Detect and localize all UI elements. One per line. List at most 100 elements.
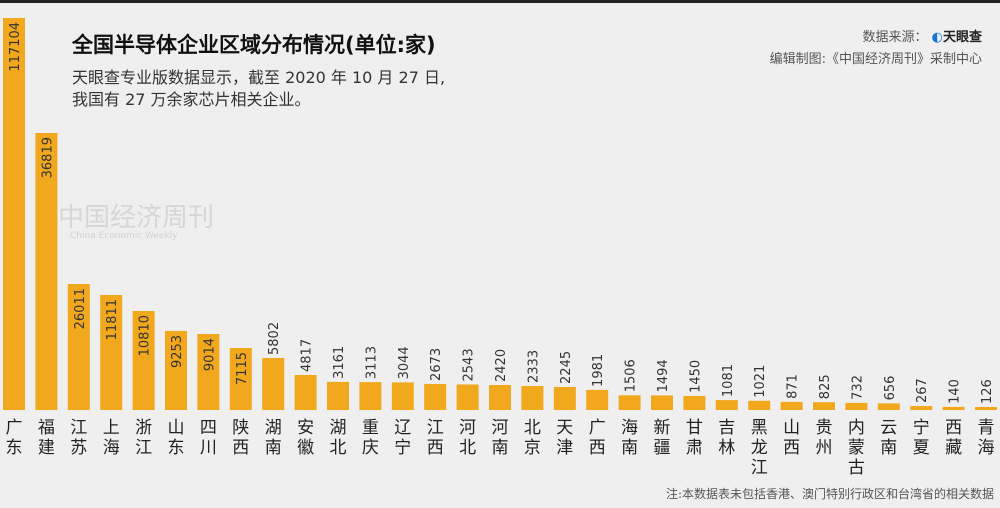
value-label: 871 [786, 374, 801, 399]
category-label-江苏: 苏 [70, 438, 87, 458]
bar-天津 [553, 386, 576, 410]
category-label-福建: 福 [38, 418, 55, 438]
value-label: 2333 [526, 350, 541, 383]
bar-湖南 [262, 358, 285, 410]
category-label-黑龙江: 龙 [751, 438, 768, 458]
bar-陕西 [229, 348, 252, 410]
value-label: 1494 [656, 359, 671, 392]
bar-河南 [489, 385, 511, 410]
value-label: 4817 [300, 339, 315, 372]
value-label: 2673 [429, 348, 444, 381]
category-label-青海: 青 [978, 418, 995, 438]
category-label-云南: 云 [880, 418, 897, 438]
category-label-安徽: 安 [297, 418, 314, 438]
bar-chart: 117104广东36819福建26011江苏11811上海10810浙江9253… [3, 18, 997, 478]
bar-浙江 [132, 311, 155, 410]
chart-title: 全国半导体企业区域分布情况(单位:家) [72, 33, 436, 57]
category-label-安徽: 徽 [297, 438, 314, 458]
value-label: 3113 [364, 346, 379, 379]
value-label: 5802 [267, 322, 282, 355]
category-label-吉林: 林 [718, 438, 735, 458]
bar-上海 [100, 295, 123, 410]
value-label: 656 [883, 376, 898, 401]
category-label-重庆: 庆 [362, 438, 379, 458]
value-label: 36819 [40, 137, 55, 178]
category-label-河北: 北 [459, 438, 476, 458]
category-label-山西: 山 [783, 418, 800, 438]
value-label: 267 [915, 378, 930, 403]
category-label-江西: 西 [427, 438, 444, 458]
category-label-内蒙古: 内 [848, 418, 865, 438]
value-label: 1081 [721, 364, 736, 397]
value-label: 2245 [559, 351, 574, 384]
category-label-吉林: 吉 [718, 418, 735, 438]
category-label-河南: 河 [492, 418, 509, 438]
category-label-福建: 建 [38, 438, 55, 458]
bar-黑龙江 [748, 400, 771, 410]
bar-甘肃 [683, 395, 706, 410]
bar-海南 [618, 395, 641, 410]
category-label-辽宁: 辽 [394, 418, 411, 438]
category-label-广西: 西 [589, 438, 606, 458]
value-label: 2420 [494, 349, 509, 382]
category-label-内蒙古: 古 [848, 458, 865, 478]
category-label-广西: 广 [589, 418, 606, 438]
category-label-天津: 天 [556, 418, 573, 438]
category-label-新疆: 疆 [654, 438, 671, 458]
category-label-陕西: 陕 [232, 418, 249, 438]
logo-c-icon: ◐ [931, 30, 943, 45]
bar-山东 [165, 330, 187, 410]
bar-福建 [35, 133, 58, 410]
value-label: 3044 [397, 346, 412, 379]
category-label-广东: 广 [6, 418, 23, 438]
category-label-陕西: 西 [232, 438, 249, 458]
category-label-天津: 津 [556, 438, 573, 458]
value-label: 825 [818, 374, 833, 399]
category-label-江西: 江 [427, 418, 444, 438]
bar-北京 [521, 385, 544, 410]
category-label-新疆: 新 [654, 418, 671, 438]
category-label-四川: 四 [200, 418, 217, 438]
subtitle-line-2: 我国有 27 万余家芯片相关企业。 [72, 90, 311, 109]
category-label-西藏: 西 [945, 418, 962, 438]
bar-广东 [3, 18, 25, 410]
bar-宁夏 [910, 406, 933, 410]
category-label-海南: 海 [621, 418, 638, 438]
subtitle-line-1: 天眼查专业版数据显示，截至 2020 年 10 月 27 日, [72, 68, 446, 87]
category-label-四川: 川 [200, 438, 217, 458]
category-label-海南: 南 [621, 438, 638, 458]
category-label-湖南: 南 [265, 438, 282, 458]
value-label: 1506 [624, 359, 639, 392]
category-label-湖北: 湖 [330, 418, 347, 438]
footnote: 注:本数据表未包括香港、澳门特别行政区和台湾省的相关数据 [665, 487, 994, 501]
category-label-贵州: 州 [816, 438, 833, 458]
category-label-辽宁: 宁 [394, 438, 411, 458]
bar-重庆 [359, 382, 382, 410]
category-label-山东: 山 [168, 418, 185, 438]
value-label: 1450 [688, 360, 703, 393]
category-label-湖北: 北 [330, 438, 347, 458]
bar-安徽 [294, 375, 317, 410]
category-label-上海: 上 [103, 418, 120, 438]
bar-青海 [975, 407, 997, 410]
value-label: 11811 [105, 299, 120, 340]
category-label-河南: 南 [492, 438, 509, 458]
bar-新疆 [651, 395, 673, 410]
category-label-山东: 东 [168, 438, 185, 458]
category-label-西藏: 藏 [945, 438, 962, 458]
category-label-上海: 海 [103, 438, 120, 458]
editor-credit: 编辑制图:《中国经济周刊》采制中心 [769, 52, 982, 67]
bar-西藏 [942, 406, 965, 410]
value-label: 140 [948, 379, 963, 404]
category-label-黑龙江: 黑 [751, 418, 768, 438]
value-label: 117104 [8, 22, 23, 72]
value-label: 2543 [462, 348, 477, 381]
category-label-甘肃: 肃 [686, 438, 703, 458]
source-block: 数据来源： ◐天眼查 编辑制图:《中国经济周刊》采制中心 [770, 27, 982, 71]
value-label: 10810 [138, 315, 153, 356]
category-label-内蒙古: 蒙 [848, 438, 865, 458]
value-label: 3161 [332, 346, 347, 379]
bar-内蒙古 [845, 402, 868, 410]
source-label: 数据来源： [862, 30, 928, 45]
